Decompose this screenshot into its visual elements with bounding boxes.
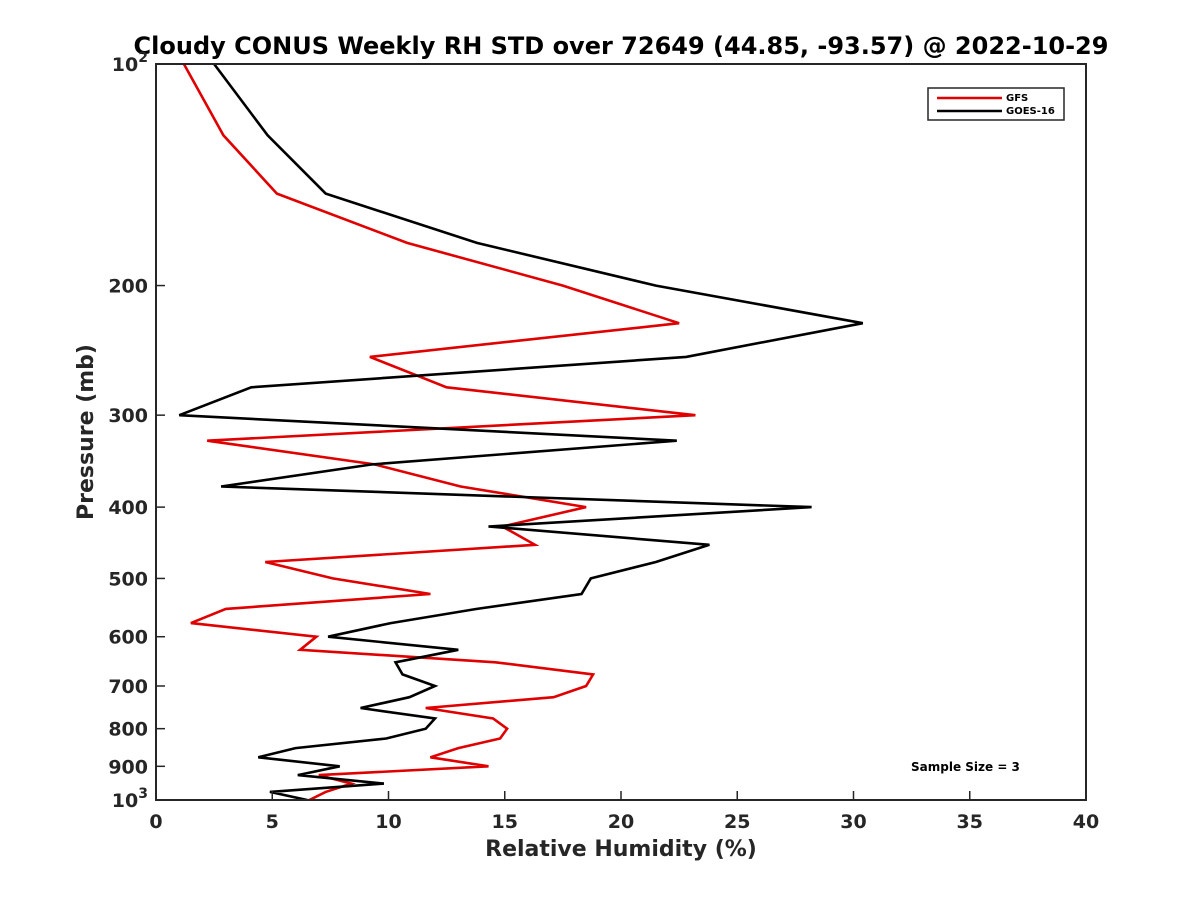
x-axis-label: Relative Humidity (%)	[485, 837, 757, 862]
plot-series	[178, 64, 864, 800]
legend-label-gfs: GFS	[1006, 93, 1028, 104]
x-tick-label: 25	[724, 811, 750, 833]
y-axis-label: Pressure (mb)	[74, 344, 99, 520]
x-axis: 0 5 10 15 20 25 30 35 40	[149, 791, 1099, 833]
y-tick-label: 400	[108, 497, 148, 519]
legend-label-goes16: GOES-16	[1006, 106, 1055, 117]
x-tick-label: 35	[957, 811, 983, 833]
series-line-gfs	[182, 64, 696, 800]
x-tick-label: 40	[1073, 811, 1099, 833]
y-tick-label: 500	[108, 568, 148, 590]
x-tick-label: 15	[492, 811, 518, 833]
x-tick-label: 10	[375, 811, 401, 833]
y-tick-label: 600	[108, 627, 148, 649]
legend-box	[927, 87, 1065, 121]
sample-size-annotation: Sample Size = 3	[911, 760, 1020, 774]
x-tick-label: 0	[149, 811, 162, 833]
chart-title: Cloudy CONUS Weekly RH STD over 72649 (4…	[134, 32, 1109, 60]
x-tick-label: 30	[840, 811, 866, 833]
y-tick-label: 700	[108, 676, 148, 698]
y-tick-label: 900	[108, 756, 148, 778]
legend: GFS GOES-16	[927, 87, 1065, 121]
x-tick-label: 20	[608, 811, 634, 833]
y-tick-label: 200	[108, 276, 148, 298]
x-tick-label: 5	[266, 811, 279, 833]
series-line-goes16	[178, 64, 864, 800]
y-tick-label: 300	[108, 405, 148, 427]
y-tick-label: 800	[108, 719, 148, 741]
